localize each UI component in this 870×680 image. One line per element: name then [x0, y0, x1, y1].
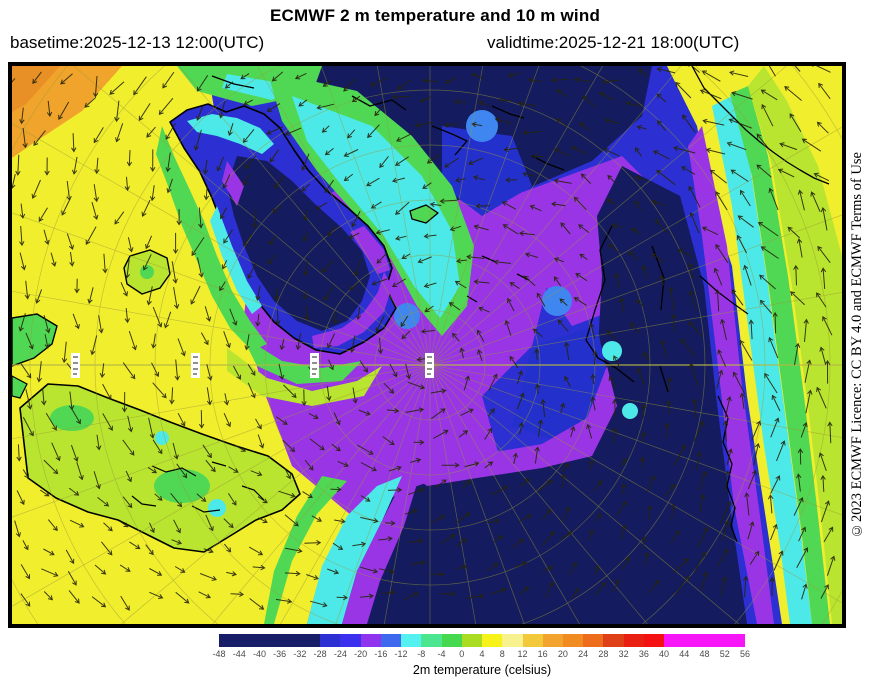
colorbar-segment — [401, 634, 422, 647]
colorbar-segment — [704, 634, 725, 647]
colorbar-tick-label: -28 — [313, 649, 327, 659]
colorbar-segment — [340, 634, 361, 647]
colorbar-segment — [380, 634, 402, 647]
graticule-label-box — [310, 353, 319, 378]
weather-map — [8, 62, 846, 628]
colorbar-segment — [482, 634, 503, 647]
colorbar-tick-label: -12 — [394, 649, 408, 659]
colorbar-segment — [502, 634, 523, 647]
colorbar-segment — [299, 634, 321, 647]
page-title: ECMWF 2 m temperature and 10 m wind — [269, 6, 601, 25]
colorbar-segment — [684, 634, 705, 647]
colorbar-tick-label: 24 — [578, 649, 589, 659]
colorbar-tick-label: -36 — [273, 649, 287, 659]
colorbar-tick-label: -24 — [333, 649, 347, 659]
colorbar-segment — [441, 634, 462, 647]
colorbar-segment — [724, 634, 746, 647]
colorbar-segment — [562, 634, 584, 647]
colorbar-tick-label: -8 — [417, 649, 426, 659]
colorbar-tick-label: 0 — [459, 649, 465, 659]
colorbar-tick-label: 36 — [638, 649, 649, 659]
colorbar-segment — [623, 634, 644, 647]
colorbar-tick-label: 44 — [679, 649, 690, 659]
warm-orange-patch — [12, 66, 122, 158]
colorbar-segment — [664, 634, 685, 647]
graticule-label-box — [425, 353, 434, 378]
colorbar-segment — [259, 634, 280, 647]
colorbar-tick-label: 48 — [699, 649, 710, 659]
colorbar-tick-label: 8 — [499, 649, 505, 659]
colorbar-tick-label: 28 — [598, 649, 609, 659]
colorbar-tick-label: 52 — [719, 649, 730, 659]
colorbar-tick-label: -40 — [252, 649, 266, 659]
graticule-label-box — [191, 353, 200, 378]
colorbar-tick-label: 20 — [557, 649, 568, 659]
colorbar-segment — [219, 634, 240, 647]
colorbar-tick-label: 40 — [659, 649, 670, 659]
british-isles — [12, 313, 58, 367]
colorbar-segment — [461, 634, 483, 647]
navy-zone-siberia — [312, 166, 747, 624]
colorbar-segment — [603, 634, 624, 647]
colorbar-segment — [542, 634, 563, 647]
colorbar-tick-label: 16 — [537, 649, 548, 659]
validtime-label: validtime:2025-12-21 18:00(UTC) — [487, 33, 740, 52]
colorbar-tick-label: -44 — [232, 649, 246, 659]
colorbar-segment — [522, 634, 543, 647]
colorbar-segment — [360, 634, 381, 647]
colorbar-tick-label: -48 — [212, 649, 226, 659]
colorbar-tick-label: 12 — [517, 649, 528, 659]
scandinavia — [19, 383, 301, 553]
colorbar-segment — [583, 634, 604, 647]
colorbar-tick-label: -20 — [354, 649, 368, 659]
colorbar-tick-label: -16 — [374, 649, 388, 659]
colorbar — [219, 634, 746, 647]
colorbar-segment — [239, 634, 260, 647]
colorbar-segment — [643, 634, 665, 647]
graticule-label-boxes — [71, 353, 434, 378]
basetime-label: basetime:2025-12-13 12:00(UTC) — [10, 33, 265, 52]
colorbar-segment — [320, 634, 341, 647]
colorbar-tick-label: 4 — [479, 649, 485, 659]
colorbar-tick-label: -4 — [437, 649, 446, 659]
copyright-notice: ©2023 ECMWF Licence: CC BY 4.0 and ECMWF… — [849, 152, 865, 538]
colorbar-segment — [279, 634, 300, 647]
greenland — [169, 103, 397, 355]
colorbar-tick-label: 32 — [618, 649, 629, 659]
colorbar-ticks: -48 -44 -40 -36 -32 -28 -24 -20 -16 -12 -8 -4 0 4 8 12 1… — [0, 649, 870, 661]
wind-arrows-layer — [12, 66, 836, 611]
colorbar-tick-label: 56 — [739, 649, 751, 659]
colorbar-caption: 2m temperature (celsius) — [412, 663, 552, 677]
graticule-label-box — [71, 353, 80, 378]
colorbar-tick-label: -32 — [293, 649, 307, 659]
colorbar-segment — [421, 634, 442, 647]
